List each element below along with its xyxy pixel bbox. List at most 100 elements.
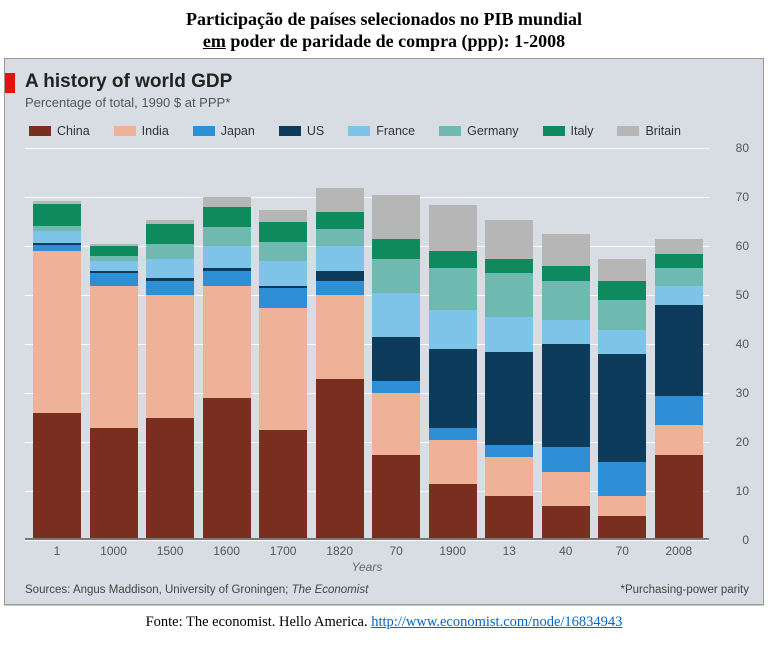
bar-segment: [655, 425, 703, 454]
x-axis-label: 13: [485, 544, 533, 558]
x-axis-label: 1000: [90, 544, 138, 558]
bars-container: [33, 148, 703, 540]
bar-segment: [655, 396, 703, 425]
bar-segment: [485, 457, 533, 496]
bar-segment: [90, 246, 138, 256]
outer-title-line2: em poder de paridade de compra (ppp): 1-…: [20, 31, 748, 52]
bar-segment: [203, 286, 251, 399]
bar-segment: [316, 246, 364, 271]
x-axis-labels: 1100015001600170018207019001340702008: [33, 544, 703, 558]
bar-segment: [33, 413, 81, 540]
bar: [33, 201, 81, 540]
x-axis-label: 2008: [655, 544, 703, 558]
bar-segment: [146, 224, 194, 244]
bar-segment: [259, 308, 307, 431]
bar-segment: [316, 379, 364, 541]
legend-swatch: [348, 126, 370, 136]
bar-segment: [372, 393, 420, 454]
legend-item: US: [279, 124, 324, 138]
y-axis-label: 30: [715, 386, 749, 400]
bar-segment: [655, 268, 703, 285]
plot-area: 1100015001600170018207019001340702008 Ye…: [25, 148, 749, 568]
bar: [203, 197, 251, 540]
legend-item: India: [114, 124, 169, 138]
bar-segment: [90, 261, 138, 271]
bar-segment: [259, 288, 307, 308]
bar-segment: [429, 268, 477, 310]
bar-segment: [598, 516, 646, 541]
x-axis-label: 40: [542, 544, 590, 558]
bar: [316, 188, 364, 541]
bar-segment: [372, 337, 420, 381]
bar-segment: [90, 286, 138, 428]
bar-segment: [485, 259, 533, 274]
y-axis-label: 70: [715, 190, 749, 204]
bar-segment: [203, 227, 251, 247]
legend-swatch: [543, 126, 565, 136]
bar-segment: [372, 381, 420, 393]
outer-footer-link[interactable]: http://www.economist.com/node/16834943: [371, 614, 622, 630]
bar-segment: [259, 430, 307, 540]
bar-segment: [146, 259, 194, 279]
outer-title: Participação de países selecionados no P…: [0, 0, 768, 58]
bar-segment: [33, 231, 81, 243]
bar-segment: [90, 273, 138, 285]
bar-segment: [429, 440, 477, 484]
bar-segment: [485, 317, 533, 351]
bar: [598, 259, 646, 541]
bar-segment: [485, 445, 533, 457]
bar-segment: [485, 220, 533, 259]
legend: ChinaIndiaJapanUSFranceGermanyItalyBrita…: [25, 124, 749, 138]
bar-segment: [542, 320, 590, 345]
legend-item: France: [348, 124, 415, 138]
y-axis-label: 40: [715, 337, 749, 351]
x-axis-label: 70: [372, 544, 420, 558]
bar-segment: [316, 281, 364, 296]
y-axis-label: 20: [715, 435, 749, 449]
bar-segment: [316, 212, 364, 229]
chart-footnote: *Purchasing-power parity: [621, 584, 749, 596]
bar-segment: [372, 195, 420, 239]
legend-label: France: [376, 124, 415, 138]
bar-segment: [203, 207, 251, 227]
bar: [655, 239, 703, 540]
bar-segment: [598, 330, 646, 355]
bar-segment: [259, 261, 307, 286]
legend-label: China: [57, 124, 90, 138]
bar-segment: [655, 305, 703, 396]
legend-label: Germany: [467, 124, 518, 138]
legend-swatch: [279, 126, 301, 136]
x-axis-label: 1820: [316, 544, 364, 558]
bar-segment: [33, 204, 81, 226]
bar-segment: [203, 246, 251, 268]
bar-segment: [429, 310, 477, 349]
bar-segment: [316, 271, 364, 281]
bar-segment: [146, 295, 194, 418]
bar-segment: [655, 254, 703, 269]
x-axis-label: 1900: [429, 544, 477, 558]
bar-segment: [429, 484, 477, 540]
bar-segment: [598, 354, 646, 462]
bar-segment: [33, 251, 81, 413]
chart-source-text: Sources: Angus Maddison, University of G…: [25, 584, 292, 596]
bar-segment: [429, 251, 477, 268]
y-axis-label: 80: [715, 141, 749, 155]
bar-segment: [203, 398, 251, 540]
bar-segment: [485, 496, 533, 540]
bar-segment: [598, 496, 646, 516]
legend-swatch: [439, 126, 461, 136]
y-axis-label: 0: [715, 533, 749, 547]
bar-segment: [372, 293, 420, 337]
chart-source: Sources: Angus Maddison, University of G…: [25, 584, 368, 596]
x-axis-label: 1700: [259, 544, 307, 558]
bar-segment: [542, 447, 590, 472]
chart-title: A history of world GDP: [25, 71, 749, 93]
legend-item: Britain: [617, 124, 680, 138]
x-axis-label: 1500: [146, 544, 194, 558]
bar: [485, 220, 533, 541]
bar-segment: [146, 281, 194, 296]
legend-swatch: [114, 126, 136, 136]
legend-swatch: [29, 126, 51, 136]
bar-segment: [259, 222, 307, 242]
bar: [146, 220, 194, 541]
